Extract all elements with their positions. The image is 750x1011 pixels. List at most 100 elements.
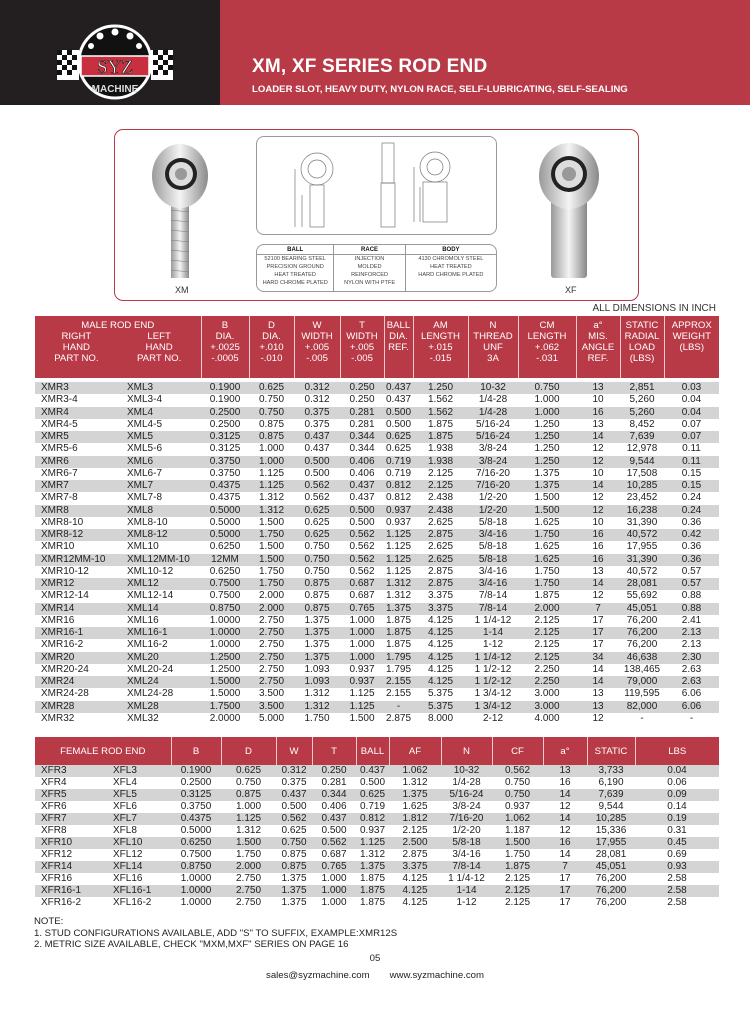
table-row: XFR16 XFL16 1.0000 2.750 1.375 1.000 1.875 4.12… (35, 873, 719, 885)
value-cell: 1.250 (413, 382, 468, 395)
value-cell: 0.812 (356, 813, 390, 825)
value-cell: 45,051 (620, 602, 664, 615)
value-cell: 7/8-14 (468, 602, 518, 615)
female-col-header: BALL (355, 737, 390, 765)
value-cell: 7/8-14 (478, 590, 508, 602)
value-cell: 10 (592, 394, 604, 406)
table-row: XMR6-7 XML6-7 0.3750 1.125 0.500 0.406 0.719 2.… (35, 468, 719, 480)
part-number-cell: XFL3 (107, 765, 172, 777)
value-cell: 0.03 (664, 382, 719, 395)
part-number-cell: XMR3 (35, 382, 121, 395)
value-cell: 2.250 (518, 676, 576, 689)
value-cell: 1.0000 (201, 627, 249, 640)
value-cell: 8.000 (427, 712, 454, 724)
male-part-header: MALE ROD END RIGHT HAND PART NO. LEFT HAND… (35, 316, 201, 378)
value-cell: 0.2500 (209, 418, 241, 430)
xf-label: XF (565, 285, 577, 295)
value-cell: 0.562 (492, 765, 544, 777)
part-number-cell: XMR8-10 (41, 516, 84, 528)
value-cell: 0.406 (340, 455, 384, 468)
value-cell: 0.4375 (209, 492, 241, 504)
value-cell: 79,000 (620, 676, 664, 689)
value-cell: 0.14 (667, 801, 687, 812)
value-cell: 0.2500 (180, 777, 212, 788)
value-cell: 14 (576, 676, 620, 689)
value-cell: 10 (592, 467, 604, 479)
value-cell: 17 (592, 639, 604, 651)
part-number-cell: XFL4 (113, 777, 137, 788)
value-cell: 3/4-16 (452, 849, 481, 860)
value-cell: 0.500 (281, 801, 307, 812)
page-title: XM, XF SERIES ROD END (252, 56, 488, 77)
footer-email[interactable]: sales@syzmachine.com (266, 970, 370, 981)
value-cell: 3,733 (587, 765, 636, 777)
footer: sales@syzmachine.com www.syzmachine.com (0, 970, 750, 981)
value-cell: 1.375 (276, 885, 313, 897)
value-cell: 2.875 (385, 712, 412, 724)
female-col-header: CF (491, 737, 544, 765)
footer-website[interactable]: www.syzmachine.com (389, 970, 484, 981)
value-cell: 1.375 (534, 467, 560, 479)
value-cell: 1.000 (534, 394, 560, 406)
value-cell: 0.3750 (209, 467, 241, 479)
value-cell: 1/2-20 (468, 504, 518, 517)
value-cell: 2.000 (221, 861, 277, 873)
value-cell: 0.5000 (201, 504, 249, 517)
value-cell: 1.875 (385, 639, 412, 651)
value-cell: 10-32 (468, 382, 518, 395)
value-cell: 2.750 (249, 627, 294, 640)
value-cell: 31,390 (626, 516, 658, 528)
table-row: XFR16-1 XFL16-1 1.0000 2.750 1.375 1.000 1.875… (35, 885, 720, 897)
value-cell: 5/8-18 (441, 837, 493, 849)
part-number-cell: XML8-12 (121, 529, 201, 542)
value-cell: 2.875 (427, 565, 454, 577)
part-number-cell: XFR4 (41, 777, 67, 788)
value-cell: 13 (543, 765, 588, 777)
part-number-cell: XML14 (121, 602, 201, 615)
value-cell: 31,390 (620, 553, 664, 566)
value-cell: 2.58 (667, 873, 687, 884)
part-number-cell: XFL8 (113, 825, 137, 836)
value-cell: 1.625 (518, 553, 576, 566)
value-cell: 1.750 (236, 849, 262, 860)
value-cell: 0.719 (384, 455, 413, 468)
material-race: RACE INJECTION MOLDED REINFORCED NYLON WITH … (334, 245, 406, 291)
value-cell: 1.500 (249, 553, 294, 566)
value-cell: 0.281 (321, 777, 347, 788)
value-cell: 0.812 (384, 480, 413, 493)
value-cell: 1.375 (294, 651, 340, 664)
value-cell: 1.250 (534, 418, 560, 430)
part-number-cell: XMR16-1 (35, 627, 121, 640)
value-cell: 0.3750 (180, 801, 212, 812)
value-cell: 0.562 (340, 529, 384, 542)
value-cell: 0.344 (312, 789, 357, 801)
value-cell: 0.437 (385, 394, 412, 406)
value-cell: 0.437 (304, 443, 330, 455)
value-cell: 76,200 (587, 885, 636, 897)
value-cell: 1.312 (294, 700, 340, 713)
value-cell: 17 (576, 627, 620, 640)
value-cell: 17,955 (587, 837, 636, 849)
value-cell: 0.437 (356, 765, 390, 777)
value-cell: 0.15 (681, 467, 702, 479)
value-cell: 0.625 (304, 516, 330, 528)
value-cell: 0.7500 (201, 578, 249, 591)
value-cell: 1.312 (402, 777, 428, 788)
part-number-cell: XML24-28 (127, 688, 174, 700)
value-cell: 2.875 (402, 849, 428, 860)
value-cell: 0.437 (312, 813, 357, 825)
value-cell: 2.875 (413, 578, 468, 591)
value-cell: 1.312 (384, 578, 413, 591)
value-cell: 1 1/4-12 (468, 651, 518, 664)
value-cell: 7/8-14 (441, 861, 493, 873)
male-col-header: D DIA. +.010 -.010 (248, 316, 294, 378)
part-number-cell: XML6 (121, 455, 201, 468)
table-row: XMR32 XML32 2.0000 5.000 1.750 1.500 2.875 8.00… (35, 713, 719, 725)
value-cell: 2.125 (402, 825, 428, 836)
value-cell: 1.375 (304, 614, 330, 626)
value-cell: 0.750 (492, 789, 544, 801)
value-cell: 1.938 (413, 455, 468, 468)
value-cell: 4.125 (413, 676, 468, 689)
value-cell: 3.375 (427, 590, 454, 602)
value-cell: 0.3750 (201, 455, 249, 468)
